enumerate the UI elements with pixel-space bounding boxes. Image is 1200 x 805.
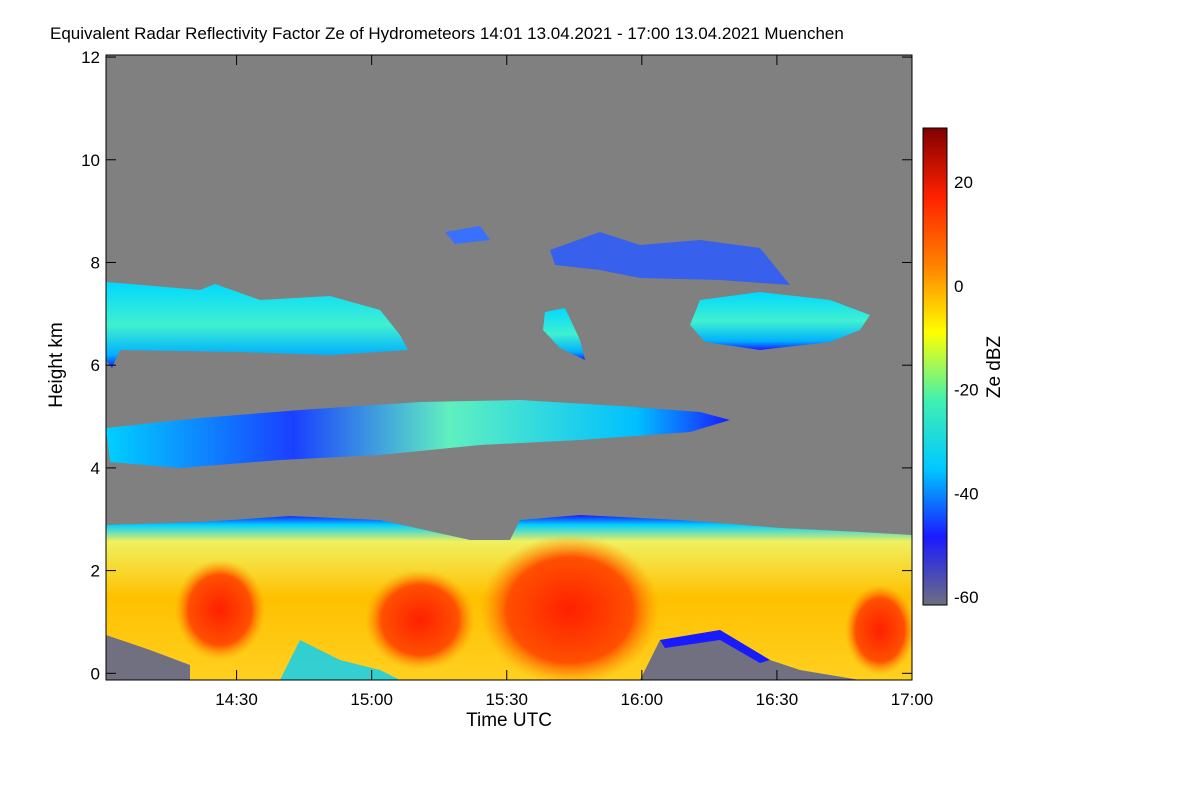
colorbar xyxy=(922,127,948,606)
cloud-layer xyxy=(543,308,585,360)
y-tick-label: 6 xyxy=(91,356,100,375)
radar-field xyxy=(106,226,912,680)
x-tick-label: 16:00 xyxy=(621,690,664,709)
clear-air xyxy=(106,635,190,680)
cloud-layer xyxy=(106,282,408,368)
y-tick-label: 10 xyxy=(81,151,100,170)
cloud-layer xyxy=(690,292,870,350)
chart-title: Equivalent Radar Reflectivity Factor Ze … xyxy=(50,24,844,43)
plot-frame xyxy=(105,54,913,681)
reflectivity-core xyxy=(845,585,912,675)
colorbar-tick-label: -20 xyxy=(954,381,979,400)
y-tick-label: 12 xyxy=(81,48,100,67)
cloud-layer xyxy=(106,400,730,468)
reflectivity-core xyxy=(365,570,475,670)
colorbar-tick-label: 20 xyxy=(954,173,973,192)
x-tick-label: 15:30 xyxy=(485,690,528,709)
reflectivity-core xyxy=(480,535,660,680)
colorbar-tick-label: 0 xyxy=(954,277,963,296)
cloud-layer xyxy=(445,226,490,244)
x-tick-label: 15:00 xyxy=(350,690,393,709)
y-tick-label: 8 xyxy=(91,253,100,272)
y-axis-label: Height km xyxy=(46,322,67,408)
y-tick-label: 4 xyxy=(91,459,100,478)
clear-air xyxy=(280,640,400,680)
x-axis-label: Time UTC xyxy=(466,710,552,731)
x-tick-label: 17:00 xyxy=(891,690,934,709)
colorbar-tick-label: -60 xyxy=(954,588,979,607)
colorbar-label: Ze dBZ xyxy=(984,335,1005,398)
colorbar-tick-label: -40 xyxy=(954,484,979,503)
y-tick-label: 2 xyxy=(91,562,100,581)
cloud-edge xyxy=(660,630,770,663)
axes: 0 2 4 6 8 10 12 14:30 15:00 15:30 16:00 16:30 17:00 -… xyxy=(81,48,979,709)
x-tick-label: 14:30 xyxy=(215,690,258,709)
cloud-layer xyxy=(550,232,790,285)
reflectivity-core xyxy=(175,560,265,660)
x-tick-label: 16:30 xyxy=(756,690,799,709)
y-tick-label: 0 xyxy=(91,664,100,683)
